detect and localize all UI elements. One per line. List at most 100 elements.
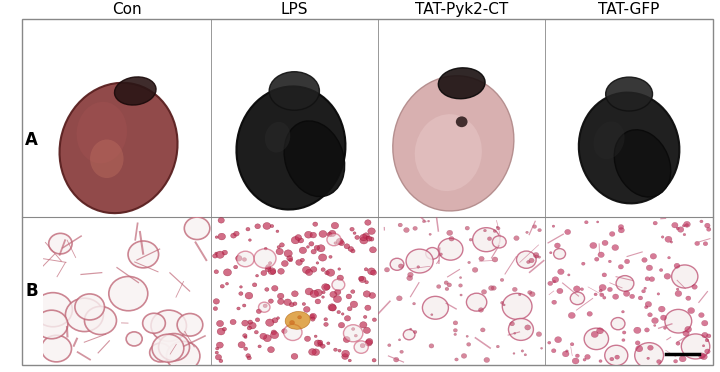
Circle shape — [584, 328, 608, 350]
Circle shape — [289, 302, 294, 307]
Circle shape — [413, 330, 417, 334]
Circle shape — [309, 242, 314, 246]
Ellipse shape — [579, 93, 680, 203]
Circle shape — [276, 248, 283, 255]
Circle shape — [538, 256, 541, 258]
Circle shape — [337, 275, 343, 281]
Circle shape — [222, 250, 228, 255]
Circle shape — [585, 355, 590, 359]
Circle shape — [454, 328, 457, 332]
Circle shape — [230, 233, 236, 238]
Circle shape — [300, 247, 307, 254]
Circle shape — [233, 231, 239, 236]
Circle shape — [613, 294, 618, 299]
Circle shape — [406, 249, 433, 273]
Circle shape — [650, 253, 657, 259]
Circle shape — [615, 355, 619, 359]
Circle shape — [222, 327, 227, 331]
Circle shape — [431, 314, 433, 316]
Text: Con: Con — [112, 2, 142, 17]
Circle shape — [438, 238, 463, 260]
Circle shape — [705, 349, 710, 354]
Circle shape — [279, 243, 284, 247]
Circle shape — [248, 320, 253, 324]
Circle shape — [360, 237, 368, 244]
Circle shape — [548, 281, 553, 286]
Circle shape — [426, 247, 439, 259]
Circle shape — [683, 233, 686, 236]
Text: A: A — [25, 131, 38, 149]
Circle shape — [271, 330, 276, 335]
Circle shape — [514, 236, 519, 241]
Circle shape — [322, 283, 330, 291]
Circle shape — [366, 236, 369, 239]
Circle shape — [688, 308, 695, 314]
Circle shape — [618, 264, 624, 269]
Circle shape — [492, 257, 498, 262]
Circle shape — [218, 218, 225, 223]
Circle shape — [365, 305, 371, 311]
Circle shape — [644, 328, 649, 332]
Circle shape — [536, 332, 541, 337]
Circle shape — [554, 243, 560, 248]
Circle shape — [500, 301, 504, 304]
Circle shape — [479, 256, 484, 261]
Circle shape — [219, 359, 222, 363]
Ellipse shape — [415, 114, 482, 191]
Circle shape — [35, 310, 68, 339]
Circle shape — [312, 222, 318, 226]
Circle shape — [496, 345, 500, 348]
Circle shape — [329, 305, 336, 311]
Ellipse shape — [438, 68, 485, 99]
Circle shape — [572, 358, 579, 364]
Circle shape — [636, 346, 643, 352]
Circle shape — [321, 268, 325, 272]
Circle shape — [344, 244, 350, 249]
Circle shape — [518, 294, 521, 296]
Circle shape — [237, 251, 254, 267]
Circle shape — [645, 277, 649, 281]
Circle shape — [513, 332, 516, 334]
Circle shape — [369, 237, 374, 241]
Circle shape — [305, 231, 312, 238]
Circle shape — [66, 298, 104, 331]
Circle shape — [217, 342, 223, 348]
Circle shape — [535, 255, 539, 258]
Circle shape — [302, 302, 305, 305]
Circle shape — [466, 335, 469, 337]
Circle shape — [692, 285, 697, 289]
Circle shape — [314, 246, 320, 250]
Circle shape — [428, 220, 430, 222]
Circle shape — [363, 233, 369, 239]
Circle shape — [158, 334, 189, 361]
Circle shape — [284, 250, 292, 257]
Circle shape — [493, 230, 496, 232]
Circle shape — [642, 289, 646, 293]
Circle shape — [695, 241, 700, 246]
Circle shape — [600, 293, 604, 297]
Circle shape — [152, 334, 184, 362]
Circle shape — [467, 293, 487, 311]
Ellipse shape — [60, 83, 178, 213]
Circle shape — [548, 341, 551, 344]
Circle shape — [703, 242, 708, 246]
Circle shape — [354, 334, 357, 337]
Circle shape — [496, 226, 498, 228]
Circle shape — [287, 256, 292, 261]
Circle shape — [573, 286, 580, 292]
Circle shape — [647, 265, 652, 271]
Circle shape — [557, 288, 563, 294]
Circle shape — [667, 256, 670, 259]
Circle shape — [683, 331, 689, 336]
Circle shape — [663, 327, 667, 329]
Circle shape — [413, 227, 418, 230]
Circle shape — [676, 341, 680, 345]
Circle shape — [263, 304, 267, 308]
Circle shape — [398, 339, 401, 341]
Circle shape — [570, 292, 585, 305]
Circle shape — [599, 285, 606, 291]
Circle shape — [364, 268, 368, 271]
Circle shape — [423, 296, 449, 319]
Circle shape — [701, 354, 707, 360]
Circle shape — [41, 335, 71, 362]
